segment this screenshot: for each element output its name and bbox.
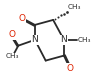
Text: CH₃: CH₃: [78, 37, 92, 43]
Text: O: O: [66, 64, 73, 73]
Text: N: N: [61, 35, 67, 44]
Text: CH₃: CH₃: [6, 53, 19, 59]
Text: CH₃: CH₃: [67, 4, 81, 10]
Text: O: O: [8, 30, 15, 39]
Text: N: N: [32, 35, 38, 44]
Text: O: O: [19, 14, 26, 23]
